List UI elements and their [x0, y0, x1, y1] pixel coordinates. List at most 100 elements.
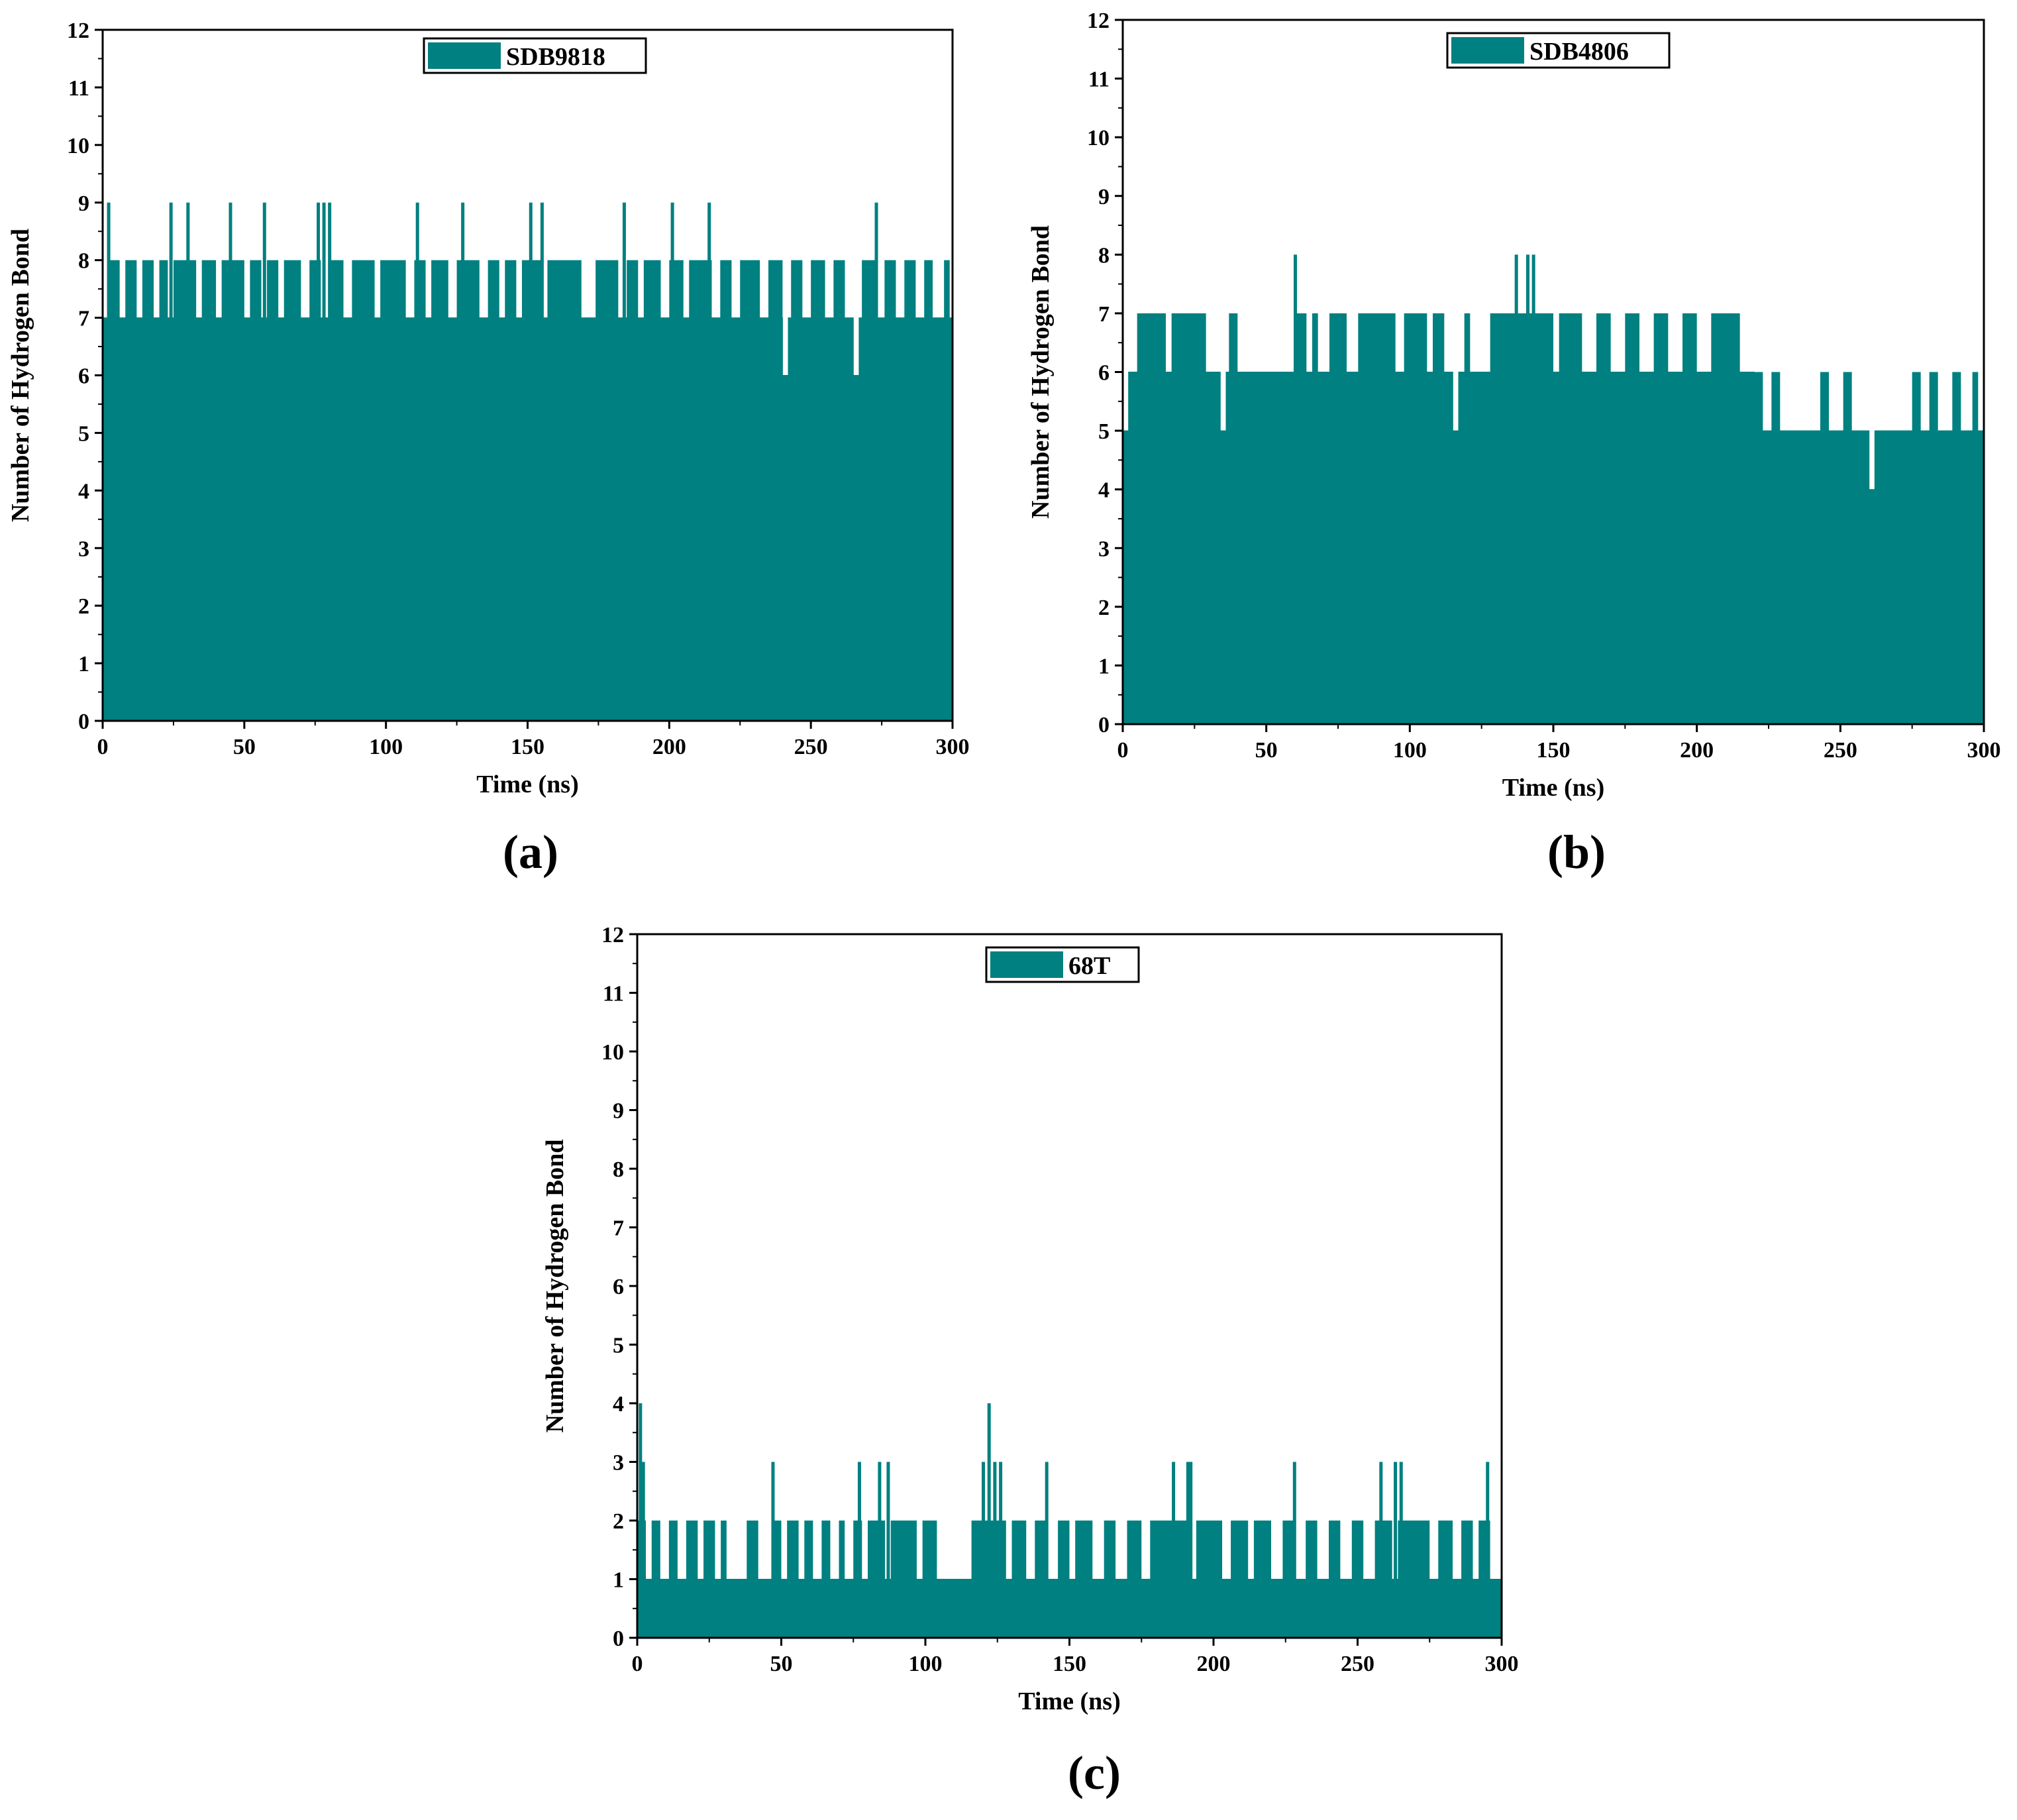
data-band-segment [868, 1521, 886, 1581]
data-band-segment [721, 1521, 727, 1581]
data-spike [1531, 254, 1535, 724]
data-band-segment [1295, 313, 1307, 374]
x-axis-title: Time (ns) [1502, 774, 1604, 802]
x-tick-label: 200 [1197, 1652, 1231, 1676]
data-spike [229, 202, 233, 721]
data-band-segment [1075, 1521, 1093, 1581]
x-tick-label: 0 [97, 735, 109, 759]
data-band-segment [1011, 1521, 1027, 1581]
data-band-segment [1104, 1521, 1116, 1581]
data-band-segment [1771, 372, 1781, 433]
data-band-segment [1329, 1521, 1341, 1581]
data-spike [1379, 1462, 1383, 1638]
y-tick-label: 7 [613, 1216, 624, 1241]
data-spike [874, 202, 878, 721]
x-tick-label: 300 [936, 735, 970, 759]
data-band-segment [1282, 1521, 1294, 1581]
data-spike [540, 202, 544, 721]
y-tick-label: 7 [78, 307, 89, 331]
y-tick-label: 8 [78, 249, 89, 274]
data-band-segment [1351, 1521, 1364, 1581]
legend-label: 68T [1068, 952, 1110, 980]
data-spike [262, 202, 266, 721]
x-tick-label: 200 [652, 735, 686, 759]
data-band-segment [703, 1521, 715, 1581]
x-tick-label: 100 [369, 735, 403, 759]
data-band-segment [173, 260, 197, 319]
data-band-segment [547, 260, 582, 319]
data-band-segment [922, 1521, 937, 1581]
data-band-segment [1137, 313, 1166, 374]
y-tick-label: 5 [1098, 419, 1110, 444]
y-tick-label: 11 [1088, 68, 1110, 92]
y-tick-label: 12 [601, 923, 624, 947]
data-band-segment [1358, 313, 1396, 374]
data-band-segment [201, 260, 217, 319]
data-spike [317, 202, 321, 721]
data-band-segment [1035, 1521, 1047, 1581]
data-band-segment [1306, 1521, 1318, 1581]
data-spike [1189, 1462, 1193, 1638]
legend-swatch [1451, 37, 1524, 64]
data-band-segment [1559, 313, 1582, 374]
data-spike [886, 1462, 890, 1638]
data-spike [322, 202, 326, 721]
x-tick-label: 0 [1117, 738, 1129, 763]
data-band-segment [488, 260, 499, 319]
legend-label: SDB9818 [506, 43, 605, 71]
x-tick-label: 200 [1680, 738, 1714, 763]
x-tick-label: 250 [1824, 738, 1857, 763]
data-area-base [1122, 372, 1985, 725]
data-area-base [637, 1579, 1502, 1638]
data-band-segment [142, 260, 154, 319]
data-band-segment [720, 260, 732, 319]
y-tick-label: 4 [1098, 478, 1110, 503]
data-spike [641, 1462, 645, 1638]
data-band-segment [284, 260, 301, 319]
y-axis-title: Number of Hydrogen Bond [7, 229, 34, 522]
data-spike [987, 1403, 991, 1638]
data-spike [878, 1462, 882, 1638]
chart-panel-c: 0 1 2 3 4 5 6 7 8 9 10 11 12 0 50 100 150 200 250 300 Time (… [535, 918, 1568, 1812]
x-tick-label: 100 [909, 1652, 943, 1676]
data-band-segment [1196, 1521, 1223, 1581]
y-tick-label: 5 [78, 421, 89, 446]
data-band-segment [1150, 1521, 1191, 1581]
y-tick-label: 0 [78, 710, 89, 734]
data-band-segment [944, 260, 950, 319]
x-tick-label: 150 [511, 735, 544, 759]
data-band-segment [431, 260, 448, 319]
x-tick-label: 0 [632, 1652, 643, 1676]
caption-b: (b) [1547, 826, 1606, 879]
data-band-segment [1912, 372, 1921, 433]
data-band-segment [329, 260, 344, 319]
data-spike [999, 1462, 1003, 1638]
y-tick-label: 4 [78, 479, 89, 504]
data-band-segment [924, 260, 933, 319]
data-spike [1172, 1462, 1176, 1638]
data-spike [1292, 1462, 1296, 1638]
data-band-segment [804, 1521, 813, 1581]
data-band-segment [1490, 313, 1553, 374]
data-band-segment [821, 1521, 831, 1581]
data-band-segment [159, 260, 168, 319]
data-spike [622, 202, 626, 721]
data-band-segment [1374, 1521, 1392, 1581]
caption-a: (a) [503, 826, 558, 879]
data-spike [1186, 1462, 1190, 1638]
data-band-segment [1231, 1521, 1249, 1581]
data-band-segment [1754, 372, 1763, 433]
data-band-segment [890, 1521, 917, 1581]
data-band-segment [505, 260, 517, 319]
data-band-segment [651, 1521, 660, 1581]
data-band-segment [884, 260, 896, 319]
data-band-segment [1653, 313, 1669, 374]
data-band-segment [833, 260, 845, 319]
data-band-segment [1171, 313, 1206, 374]
data-spike [461, 202, 465, 721]
y-axis-title: Number of Hydrogen Bond [541, 1139, 569, 1432]
x-tick-label: 150 [1053, 1652, 1086, 1676]
y-tick-label: 2 [613, 1509, 624, 1534]
data-spike [993, 1462, 997, 1638]
data-band-segment [1625, 313, 1639, 374]
